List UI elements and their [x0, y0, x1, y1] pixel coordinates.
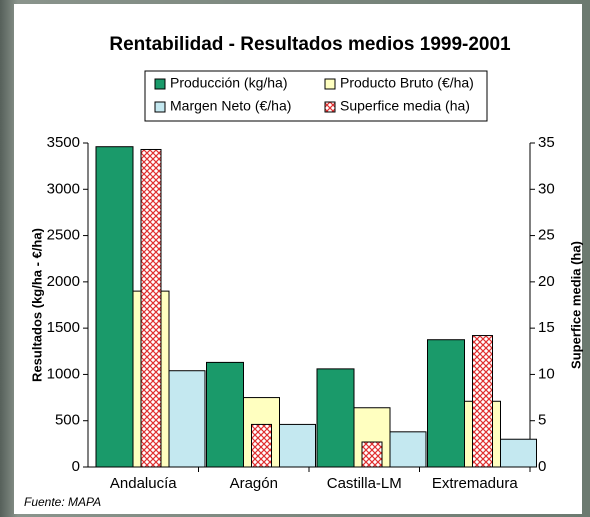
legend-label: Margen Neto (€/ha) [170, 98, 291, 114]
x-tick-label: Castilla-LM [327, 475, 402, 492]
x-tick-label: Extremadura [432, 475, 519, 492]
legend-label: Superfice media (ha) [340, 98, 470, 114]
y-axis-label: Resultados (kg/ha - €/ha) [29, 228, 44, 382]
y-tick-label: 0 [72, 458, 80, 475]
bar [168, 370, 206, 468]
bar [251, 423, 272, 468]
y-tick-label: 3000 [47, 180, 80, 197]
bar [140, 148, 162, 468]
y2-tick-label: 15 [538, 319, 555, 336]
legend-swatch [154, 101, 166, 113]
x-tick-label: Andalucía [110, 475, 177, 492]
y-tick-label: 1000 [47, 365, 80, 382]
y-tick-label: 500 [55, 412, 80, 429]
y2-tick-label: 35 [538, 134, 555, 151]
bar [206, 361, 244, 468]
legend-label: Producción (kg/ha) [170, 75, 288, 91]
x-tick-label: Aragón [230, 475, 278, 492]
chart-title: Rentabilidad - Resultados medios 1999-20… [109, 34, 511, 55]
y-tick-label: 2000 [47, 273, 80, 290]
legend-swatch [154, 78, 166, 90]
y2-tick-label: 25 [538, 227, 555, 244]
y-tick-label: 2500 [47, 227, 80, 244]
y2-axis-label: Superfice media (ha) [568, 241, 583, 369]
legend-swatch [324, 101, 336, 113]
legend-label: Producto Bruto (€/ha) [340, 75, 474, 91]
bar [95, 146, 134, 468]
bar [472, 335, 493, 468]
bar [279, 423, 316, 468]
bar [427, 339, 465, 468]
bar [500, 438, 537, 468]
y-tick-label: 3500 [47, 134, 80, 151]
bar [389, 431, 427, 468]
y2-tick-label: 5 [538, 412, 546, 429]
y2-tick-label: 0 [538, 458, 546, 475]
legend-box [144, 70, 488, 122]
source: Fuente: MAPA [24, 495, 101, 509]
y2-tick-label: 30 [538, 180, 555, 197]
bar [361, 441, 383, 468]
legend-swatch [324, 78, 336, 90]
y2-tick-label: 20 [538, 273, 555, 290]
y-tick-label: 1500 [47, 319, 80, 336]
y2-tick-label: 10 [538, 365, 555, 382]
bar [316, 368, 355, 468]
